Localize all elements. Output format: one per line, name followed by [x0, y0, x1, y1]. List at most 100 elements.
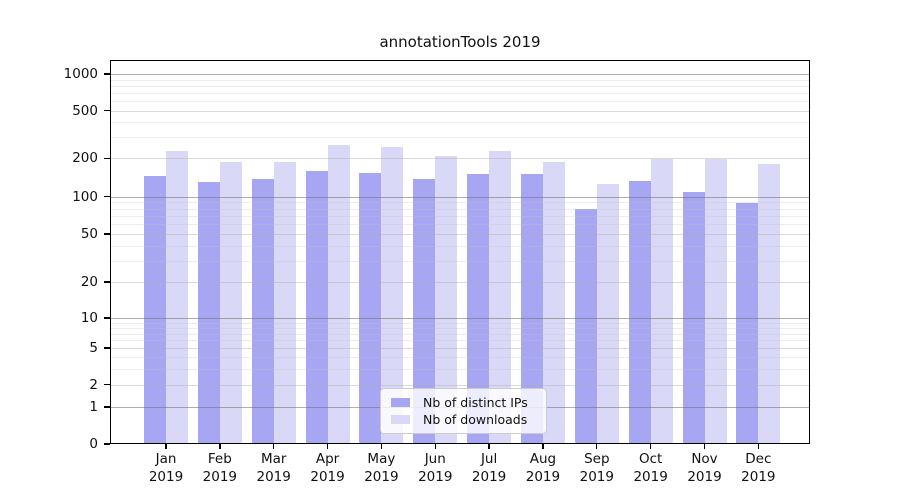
labeled-gridline — [111, 110, 809, 112]
bar-downloads — [596, 184, 619, 444]
y-axis-tick-label: 2 — [89, 376, 98, 393]
minor-gridline — [111, 245, 809, 247]
labeled-gridline — [111, 234, 809, 236]
x-axis-tick-label: May 2019 — [339, 451, 423, 486]
labeled-gridline — [111, 282, 809, 284]
minor-gridline — [111, 208, 809, 210]
minor-gridline — [111, 92, 809, 94]
year-label: 2019 — [310, 468, 345, 485]
labeled-gridline — [111, 348, 809, 350]
year-label: 2019 — [525, 468, 561, 485]
chart-title: annotationTools 2019 — [379, 33, 541, 51]
y-axis-tick-label: 50 — [80, 226, 98, 243]
month-label: Apr — [315, 451, 340, 467]
y-tick-mark — [104, 443, 110, 445]
bar-downloads — [381, 147, 404, 444]
x-axis-tick-label: Feb 2019 — [178, 451, 262, 486]
month-label: Jul — [480, 451, 498, 467]
month-label: Aug — [529, 451, 557, 467]
y-tick-mark — [104, 109, 110, 112]
x-tick-mark — [649, 444, 652, 449]
bar-downloads — [327, 145, 350, 444]
legend-entry: Nb of distinct IPs — [391, 395, 536, 410]
y-axis-tick-label: 1000 — [63, 66, 98, 83]
month-label: Sep — [584, 451, 610, 467]
minor-gridline — [111, 322, 809, 324]
y-axis-tick-label: 20 — [80, 274, 98, 291]
bar-distinct-ips — [144, 176, 166, 444]
year-label: 2019 — [579, 468, 614, 485]
x-axis-tick-label: Nov 2019 — [663, 451, 747, 486]
y-tick-mark — [104, 281, 110, 283]
y-axis-tick-label: 100 — [72, 188, 98, 205]
x-axis-tick-label: Sep 2019 — [555, 451, 639, 486]
y-tick-mark — [104, 406, 110, 408]
bar-distinct-ips — [736, 203, 759, 444]
bar-downloads — [704, 159, 727, 444]
y-tick-mark — [104, 195, 110, 198]
x-axis-tick-label: Dec 2019 — [716, 451, 800, 486]
minor-gridline — [111, 85, 809, 87]
bar-distinct-ips — [197, 182, 220, 444]
labeled-gridline — [111, 384, 809, 386]
y-tick-mark — [104, 347, 110, 349]
year-label: 2019 — [256, 468, 291, 485]
month-label: Jun — [424, 451, 446, 467]
year-label: 2019 — [633, 468, 668, 485]
year-label: 2019 — [202, 468, 238, 485]
legend-entry: Nb of downloads — [391, 412, 536, 427]
bar-distinct-ips — [305, 171, 328, 444]
x-tick-mark — [703, 444, 706, 449]
legend-swatch-distinct-ips — [391, 397, 410, 407]
legend-swatch-downloads — [391, 415, 410, 425]
bar-downloads — [435, 156, 458, 444]
x-axis-tick-label: Oct 2019 — [609, 451, 693, 486]
legend-label: Nb of distinct IPs — [423, 394, 528, 410]
y-axis-tick-label: 1 — [89, 399, 98, 416]
bar-distinct-ips — [628, 181, 651, 444]
legend: Nb of distinct IPs Nb of downloads — [380, 388, 547, 434]
bar-downloads — [542, 162, 565, 444]
minor-gridline — [111, 137, 809, 139]
month-label: Oct — [638, 451, 663, 467]
x-tick-mark — [380, 444, 383, 449]
y-tick-mark — [104, 157, 110, 159]
x-axis-tick-label: Apr 2019 — [286, 451, 370, 486]
x-axis-tick-label: Mar 2019 — [232, 451, 316, 486]
year-label: 2019 — [687, 468, 722, 485]
x-tick-mark — [596, 444, 598, 449]
x-axis-tick-label: Jan 2019 — [124, 451, 208, 486]
x-tick-mark — [757, 444, 760, 449]
y-tick-mark — [104, 317, 110, 319]
bar-distinct-ips — [520, 174, 543, 444]
bar-downloads — [166, 151, 188, 444]
minor-gridline — [111, 260, 809, 262]
year-label: 2019 — [471, 468, 507, 485]
bar-distinct-ips — [574, 209, 597, 444]
x-axis-tick-label: Jun 2019 — [393, 451, 477, 486]
y-tick-mark — [104, 233, 110, 235]
minor-gridline — [111, 327, 809, 329]
year-label: 2019 — [148, 468, 184, 485]
x-tick-mark — [542, 444, 544, 449]
y-tick-mark — [104, 384, 110, 386]
year-label: 2019 — [741, 468, 776, 485]
minor-gridline — [111, 357, 809, 358]
month-label: Jan — [155, 451, 177, 467]
major-gridline — [111, 196, 809, 198]
minor-gridline — [111, 101, 809, 102]
minor-gridline — [111, 215, 809, 217]
minor-gridline — [111, 368, 809, 370]
legend-label: Nb of downloads — [423, 412, 528, 428]
x-tick-mark — [273, 444, 275, 449]
y-axis-tick-label: 500 — [72, 102, 98, 119]
major-gridline — [111, 318, 809, 320]
minor-gridline — [111, 333, 809, 335]
bar-downloads — [219, 162, 242, 444]
year-label: 2019 — [418, 468, 453, 485]
minor-gridline — [111, 122, 809, 124]
bar-distinct-ips — [682, 192, 705, 444]
x-tick-mark — [219, 444, 221, 449]
bar-distinct-ips — [413, 179, 436, 444]
